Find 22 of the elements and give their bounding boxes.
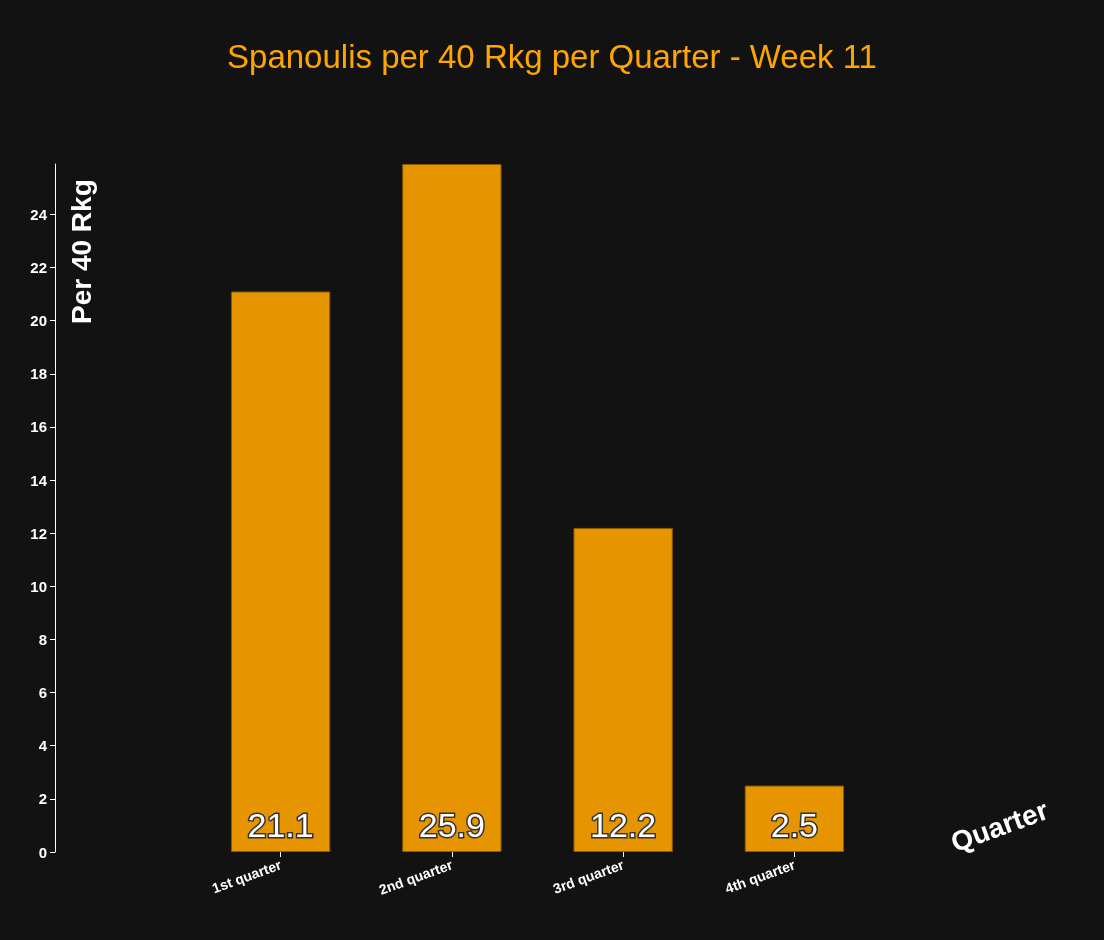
- bar: [230, 291, 331, 852]
- y-tick-label: 0: [38, 843, 47, 861]
- y-tick-label: 18: [30, 365, 47, 383]
- y-tick-label: 2: [38, 790, 47, 808]
- y-tick-label: 14: [30, 471, 48, 489]
- y-tick-label: 10: [30, 577, 47, 595]
- y-tick-label: 22: [30, 259, 47, 277]
- y-tick-label: 12: [30, 524, 47, 542]
- y-tick-label: 20: [30, 312, 47, 330]
- y-tick-label: 8: [38, 630, 47, 648]
- y-tick-label: 16: [30, 418, 47, 436]
- data-label: 25.9: [418, 806, 485, 844]
- y-tick-label: 6: [38, 684, 47, 702]
- y-tick-label: 4: [38, 737, 48, 755]
- data-label: 2.5: [770, 806, 819, 844]
- y-tick-label: 24: [30, 205, 48, 223]
- data-label: 12.2: [590, 806, 657, 844]
- bar: [573, 527, 673, 852]
- y-axis-title: Per 40 Rkg: [65, 179, 97, 324]
- bar: [402, 164, 502, 852]
- chart-title: Spanoulis per 40 Rkg per Quarter - Week 11: [227, 38, 877, 75]
- data-label: 21.1: [247, 806, 314, 844]
